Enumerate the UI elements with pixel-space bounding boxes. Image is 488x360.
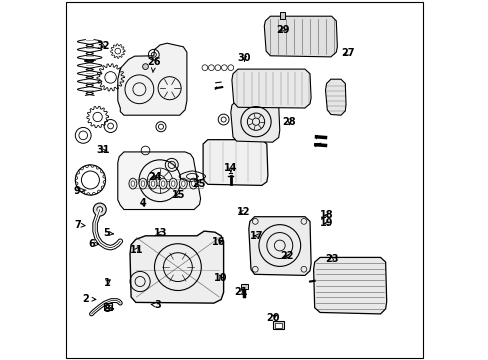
Text: 16: 16 bbox=[211, 237, 225, 247]
Polygon shape bbox=[264, 16, 337, 57]
Text: 13: 13 bbox=[154, 228, 167, 238]
Ellipse shape bbox=[191, 181, 195, 186]
Ellipse shape bbox=[171, 181, 175, 186]
Text: 12: 12 bbox=[237, 207, 250, 217]
Text: 30: 30 bbox=[237, 53, 251, 63]
Text: 1: 1 bbox=[103, 278, 110, 288]
Text: 31: 31 bbox=[97, 145, 110, 156]
Text: 4: 4 bbox=[139, 198, 146, 208]
Text: 21: 21 bbox=[234, 287, 247, 297]
Circle shape bbox=[142, 64, 148, 69]
Text: 19: 19 bbox=[319, 218, 333, 228]
Polygon shape bbox=[118, 152, 200, 210]
Ellipse shape bbox=[181, 181, 185, 186]
Text: 10: 10 bbox=[214, 273, 227, 283]
Text: 15: 15 bbox=[172, 190, 185, 200]
Text: 22: 22 bbox=[280, 251, 293, 261]
Bar bbox=[105, 305, 110, 308]
Ellipse shape bbox=[139, 178, 146, 189]
Polygon shape bbox=[248, 217, 310, 275]
Text: 32: 32 bbox=[97, 41, 110, 51]
Bar bbox=[273, 321, 284, 329]
Text: 18: 18 bbox=[319, 210, 333, 220]
Ellipse shape bbox=[129, 178, 137, 189]
Polygon shape bbox=[231, 69, 310, 108]
Ellipse shape bbox=[161, 181, 164, 186]
Text: 11: 11 bbox=[129, 245, 143, 255]
Bar bbox=[241, 284, 247, 289]
Text: 20: 20 bbox=[265, 312, 279, 323]
Text: 5: 5 bbox=[103, 228, 113, 238]
Text: 7: 7 bbox=[75, 220, 85, 230]
Bar bbox=[279, 12, 285, 19]
Text: 25: 25 bbox=[192, 179, 206, 189]
Text: 27: 27 bbox=[341, 48, 354, 58]
Polygon shape bbox=[313, 257, 386, 314]
Text: 24: 24 bbox=[148, 172, 162, 182]
Text: 6: 6 bbox=[88, 239, 99, 249]
Text: 8: 8 bbox=[103, 304, 113, 314]
Polygon shape bbox=[118, 43, 186, 115]
Ellipse shape bbox=[189, 178, 197, 189]
Ellipse shape bbox=[141, 181, 144, 186]
Ellipse shape bbox=[131, 181, 134, 186]
Polygon shape bbox=[203, 140, 267, 185]
Text: 26: 26 bbox=[147, 57, 160, 72]
Ellipse shape bbox=[169, 178, 177, 189]
Polygon shape bbox=[325, 79, 346, 115]
Polygon shape bbox=[130, 231, 223, 303]
Ellipse shape bbox=[179, 178, 187, 189]
Ellipse shape bbox=[151, 181, 155, 186]
Text: 29: 29 bbox=[276, 24, 289, 35]
Ellipse shape bbox=[159, 178, 167, 189]
Circle shape bbox=[93, 203, 106, 216]
Text: 17: 17 bbox=[250, 231, 264, 241]
Bar bbox=[104, 303, 112, 310]
Text: 28: 28 bbox=[282, 117, 296, 127]
Bar bbox=[275, 323, 282, 328]
Ellipse shape bbox=[149, 178, 157, 189]
Bar bbox=[131, 179, 203, 188]
Text: 14: 14 bbox=[224, 163, 237, 174]
Text: 2: 2 bbox=[82, 294, 96, 304]
Polygon shape bbox=[230, 101, 279, 142]
Text: 9: 9 bbox=[74, 186, 86, 196]
Text: 3: 3 bbox=[151, 300, 161, 310]
Text: 23: 23 bbox=[324, 254, 338, 264]
